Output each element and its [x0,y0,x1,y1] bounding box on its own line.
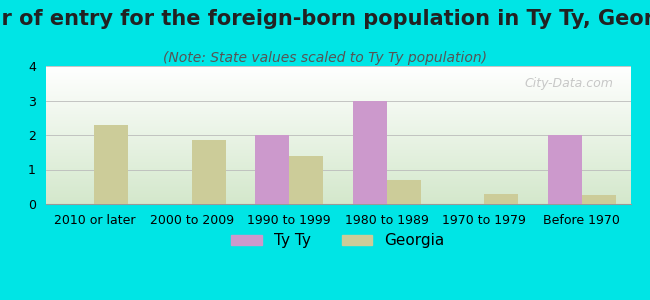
Text: (Note: State values scaled to Ty Ty population): (Note: State values scaled to Ty Ty popu… [163,51,487,65]
Bar [255,135,289,204]
Bar [94,125,129,204]
Bar [289,156,324,204]
Bar [192,140,226,204]
Bar [484,194,519,204]
Text: City-Data.com: City-Data.com [524,77,613,90]
Legend: Ty Ty, Georgia: Ty Ty, Georgia [226,227,450,254]
Bar [547,135,582,204]
Bar [582,195,616,204]
Bar [387,180,421,204]
Bar [353,100,387,204]
Text: Year of entry for the foreign-born population in Ty Ty, Georgia: Year of entry for the foreign-born popul… [0,9,650,29]
